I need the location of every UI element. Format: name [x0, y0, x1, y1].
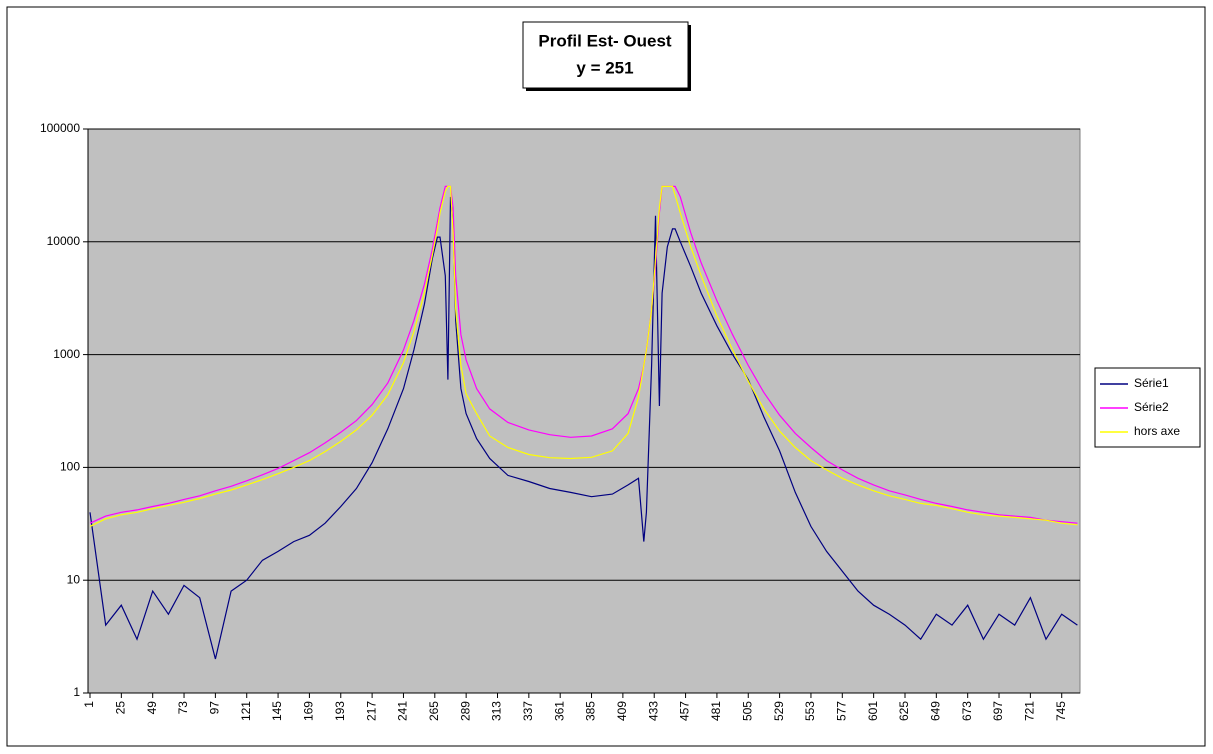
x-tick-label: 313 [490, 701, 504, 721]
x-tick-label: 745 [1054, 701, 1068, 721]
x-tick-label: 73 [176, 701, 190, 715]
x-tick-label: 625 [897, 701, 911, 721]
x-tick-label: 481 [709, 701, 723, 721]
x-tick-label: 25 [114, 701, 128, 715]
x-tick-label: 553 [803, 701, 817, 721]
x-tick-label: 361 [552, 701, 566, 721]
legend-label: Série2 [1134, 400, 1169, 414]
x-tick-label: 529 [772, 701, 786, 721]
x-tick-label: 193 [333, 701, 347, 721]
x-tick-label: 49 [145, 701, 159, 715]
chart-title: Profil Est- Ouest [538, 31, 672, 50]
x-tick-label: 409 [615, 701, 629, 721]
x-tick-label: 289 [458, 701, 472, 721]
x-tick-label: 145 [270, 701, 284, 721]
x-tick-label: 97 [208, 701, 222, 715]
x-tick-label: 1 [82, 701, 96, 708]
x-tick-label: 217 [364, 701, 378, 721]
x-tick-label: 385 [584, 701, 598, 721]
x-tick-label: 121 [239, 701, 253, 721]
x-tick-label: 721 [1023, 701, 1037, 721]
x-tick-label: 457 [678, 701, 692, 721]
x-tick-label: 601 [866, 701, 880, 721]
series-line [89, 185, 1078, 524]
x-tick-label: 649 [929, 701, 943, 721]
x-tick-label: 577 [834, 701, 848, 721]
y-tick-label: 1000 [53, 347, 80, 361]
x-tick-label: 169 [302, 701, 316, 721]
x-tick-label: 241 [396, 701, 410, 721]
series-line [89, 185, 1078, 527]
title-box [522, 21, 689, 89]
y-tick-label: 10 [67, 572, 81, 586]
chart-subtitle: y = 251 [576, 58, 633, 77]
x-tick-label: 265 [427, 701, 441, 721]
x-tick-label: 433 [646, 701, 660, 721]
x-tick-label: 337 [521, 701, 535, 721]
legend-label: hors axe [1134, 424, 1180, 438]
y-tick-label: 1 [73, 685, 80, 699]
plot-area [87, 128, 1081, 694]
x-tick-label: 505 [740, 701, 754, 721]
x-tick-label: 697 [991, 701, 1005, 721]
y-tick-label: 100 [60, 460, 80, 474]
legend-label: Série1 [1134, 376, 1169, 390]
y-tick-label: 10000 [47, 234, 81, 248]
series-line [89, 196, 1078, 660]
x-tick-label: 673 [960, 701, 974, 721]
y-tick-label: 100000 [40, 121, 80, 135]
